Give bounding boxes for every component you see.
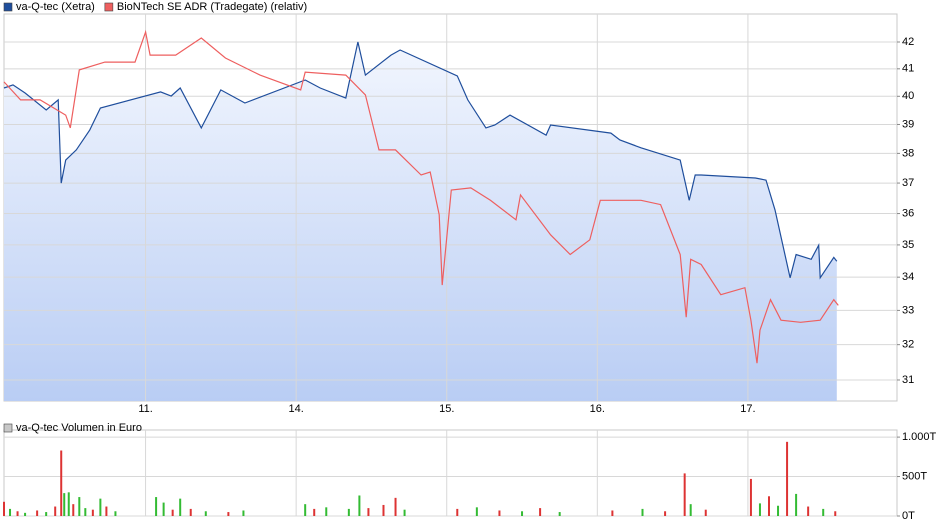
y-tick-label: 41 (902, 63, 914, 75)
y-tick-label: 1.000T (902, 431, 937, 443)
bar (641, 508, 644, 516)
bar (758, 503, 761, 516)
bar (611, 510, 614, 516)
bar (189, 508, 192, 516)
y-tick-label: 42 (902, 36, 914, 48)
bar (683, 473, 686, 516)
bar (54, 506, 57, 516)
bar (105, 506, 108, 516)
bar (558, 512, 561, 516)
bar (67, 492, 70, 516)
bar (16, 511, 19, 516)
x-tick-label: 16. (590, 403, 605, 415)
legend-swatch (3, 2, 13, 12)
bar (204, 511, 207, 516)
bar (358, 495, 361, 516)
bar (162, 502, 165, 516)
bar (347, 508, 350, 516)
bar (795, 493, 798, 516)
bar (91, 509, 94, 516)
bar (227, 512, 230, 516)
bar (539, 508, 542, 516)
bar (99, 498, 102, 516)
bar (24, 512, 27, 516)
bar (394, 497, 397, 516)
bar (807, 506, 810, 516)
bar (155, 497, 158, 516)
bar (777, 505, 780, 516)
x-tick-label: 15. (439, 403, 454, 415)
bar (456, 508, 459, 516)
x-tick-label: 17. (740, 403, 755, 415)
bar (704, 509, 707, 516)
bar (749, 478, 752, 516)
bar (114, 511, 117, 516)
y-tick-label: 39 (902, 118, 914, 130)
bar (689, 504, 692, 516)
bar (84, 508, 87, 516)
y-tick-label: 33 (902, 304, 914, 316)
line (3, 29, 839, 364)
legend-swatch (104, 2, 114, 12)
bar (78, 497, 81, 516)
bar (664, 511, 667, 516)
legend-label: va-Q-tec Volumen in Euro (16, 422, 142, 434)
bar (382, 504, 385, 516)
bar (304, 504, 307, 516)
bar (45, 512, 48, 516)
bar (9, 508, 12, 516)
legend-label: BioNTech SE ADR (Tradegate) (relativ) (117, 1, 307, 13)
y-tick-label: 35 (902, 239, 914, 251)
y-tick-label: 31 (902, 374, 914, 386)
bar (403, 509, 406, 516)
area (4, 42, 837, 401)
y-tick-label: 36 (902, 207, 914, 219)
y-tick-label: 38 (902, 147, 914, 159)
bar (179, 498, 182, 516)
legend-swatch (3, 423, 13, 433)
bar (786, 441, 789, 516)
bar (498, 510, 501, 516)
bar (521, 511, 524, 516)
bar (72, 504, 75, 516)
bar (313, 508, 316, 516)
bar (36, 510, 39, 516)
bar (475, 507, 478, 516)
legend-label: va-Q-tec (Xetra) (16, 1, 95, 13)
y-tick-label: 0T (902, 510, 915, 522)
bar (60, 450, 63, 516)
x-tick-label: 11. (138, 403, 152, 415)
bar (834, 511, 837, 516)
y-tick-label: 37 (902, 177, 914, 189)
y-tick-label: 34 (902, 271, 914, 283)
bar (767, 496, 770, 516)
y-tick-label: 500T (902, 470, 927, 482)
bar (367, 508, 370, 516)
plot-area (3, 429, 898, 517)
y-tick-label: 40 (902, 90, 914, 102)
bar (63, 493, 66, 516)
bar (3, 501, 5, 516)
line (3, 41, 838, 280)
bar (171, 509, 174, 516)
bar (822, 508, 825, 516)
bar (325, 507, 328, 516)
bar (242, 510, 245, 516)
x-tick-label: 14. (288, 403, 303, 415)
y-tick-label: 32 (902, 339, 914, 351)
